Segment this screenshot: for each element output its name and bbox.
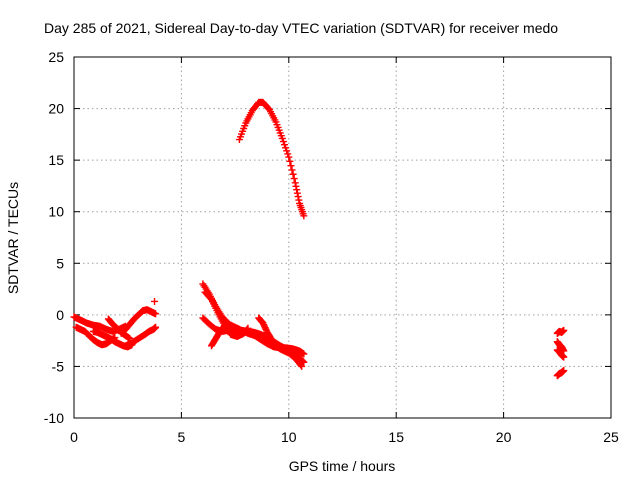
plot-frame [73,56,612,419]
data-points [70,98,568,380]
data-point [300,212,308,220]
y-tick-label: 15 [48,152,64,168]
data-point [291,179,299,187]
data-point [282,144,290,152]
data-point [152,323,160,331]
data-point [300,350,308,358]
data-point [292,182,300,190]
data-point [260,321,268,329]
data-point [244,324,252,332]
y-tick-label: -10 [44,410,64,426]
data-point [560,367,568,375]
data-point [225,319,233,327]
y-tick-label: 0 [56,307,64,323]
series-arc-j [201,288,252,341]
series-arc-a [72,323,119,349]
y-tick-label: 10 [48,204,64,220]
x-tick-label: 20 [496,429,512,445]
data-point [151,297,159,305]
y-axis-label: SDTVAR / TECUs [5,182,21,294]
data-point [283,147,291,155]
data-point [293,186,301,194]
series-arc-n [553,338,568,355]
data-point [262,325,270,333]
y-tick-label: 5 [56,255,64,271]
y-tick-label: 20 [48,101,64,117]
data-point [286,157,294,165]
series-arc-k [207,319,233,350]
data-point [279,138,287,146]
data-point [295,196,303,204]
x-axis-label: GPS time / hours [289,458,396,474]
data-point [294,193,302,201]
series-arc-m [553,326,568,337]
data-point [278,134,286,142]
series-arc-f [122,323,160,350]
series-arc-o [553,346,568,361]
series-arc-p [553,367,568,380]
data-point [297,361,305,369]
data-point [259,319,267,327]
x-tick-label: 0 [70,429,78,445]
series-arc-c [89,327,136,351]
series-arc-e [117,306,160,337]
x-tick-label: 10 [281,429,297,445]
data-point [243,325,251,333]
data-point [284,150,292,158]
series-arc-d [104,315,134,343]
axis-ticks: 0 5 10 15 20 25 -10 -5 0 5 10 15 20 25 [44,49,619,445]
x-tick-label: 25 [603,429,619,445]
data-point [288,166,296,174]
data-point [289,170,297,178]
data-point [290,175,298,183]
data-point [298,362,306,370]
x-tick-label: 5 [178,429,186,445]
series-arc-high [235,98,308,220]
data-point [260,322,268,330]
y-tick-label: 25 [48,49,64,65]
data-point [560,326,568,334]
data-point [293,189,301,197]
data-point [560,353,568,361]
series-arc-g [151,297,159,305]
data-point [285,153,293,161]
x-tick-label: 15 [388,429,404,445]
y-tick-label: -5 [52,358,65,374]
data-point [261,324,269,332]
data-point [152,310,160,318]
grid-lines [74,57,611,418]
data-point [287,162,295,170]
series-arc-l [255,314,306,370]
data-point [281,141,289,149]
chart-title: Day 285 of 2021, Sidereal Day-to-day VTE… [44,20,558,36]
